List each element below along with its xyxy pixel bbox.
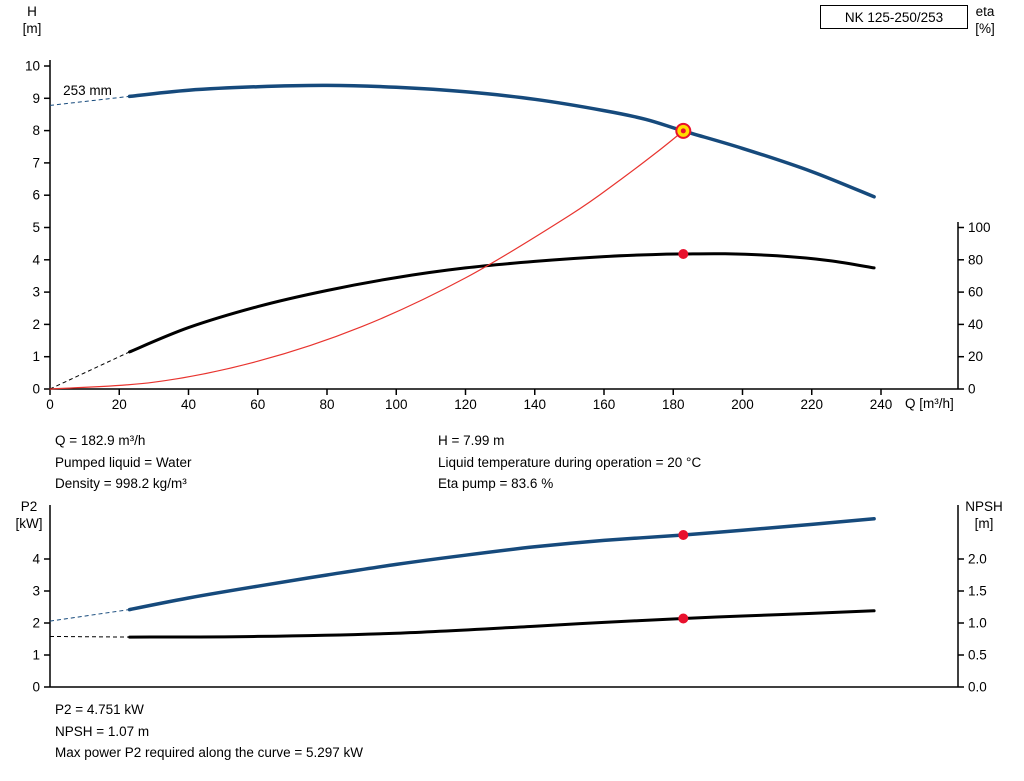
- left-tick-label: 5: [32, 220, 40, 235]
- left-tick-label: 0: [32, 382, 40, 397]
- power-results: P2 = 4.751 kW NPSH = 1.07 m Max power P2…: [55, 699, 363, 764]
- x-tick-label: 160: [593, 397, 616, 412]
- right-tick-label: 60: [968, 285, 983, 300]
- result-head: H = 7.99 m: [438, 433, 505, 448]
- head-253mm-dashed-lead: [49, 95, 130, 106]
- pump-type-box: NK 125-250/253: [820, 5, 968, 29]
- left-tick-label: 7: [32, 155, 40, 170]
- left-tick-label: 10: [25, 59, 40, 74]
- right-tick-label: 2.0: [968, 552, 987, 567]
- npsh-curve: [128, 609, 876, 639]
- x-tick-label: 200: [731, 397, 754, 412]
- q-axis-label: Q [m³/h]: [905, 396, 954, 411]
- eta-axis-label: eta: [975, 4, 995, 19]
- x-tick-label: 40: [181, 397, 196, 412]
- p2-axis-label: P2: [20, 499, 38, 514]
- result-flow: Q = 182.9 m³/h: [55, 433, 146, 448]
- left-tick-label: 2: [32, 616, 40, 631]
- right-tick-label: 1.5: [968, 584, 987, 599]
- right-tick-label: 100: [968, 220, 991, 235]
- right-tick-label: 80: [968, 252, 983, 267]
- duty-point-head-core[interactable]: [680, 128, 686, 134]
- result-pumped-liquid: Pumped liquid = Water: [55, 454, 192, 470]
- impeller-size-annotation: 253 mm: [63, 83, 112, 98]
- left-tick-label: 6: [32, 188, 40, 203]
- result-density: Density = 998.2 kg/m³: [55, 476, 187, 491]
- right-tick-label: 40: [968, 317, 983, 332]
- x-tick-label: 180: [662, 397, 685, 412]
- right-tick-label: 0.0: [968, 680, 987, 695]
- left-tick-label: 1: [32, 648, 40, 663]
- result-npsh: NPSH = 1.07 m: [55, 723, 150, 739]
- left-tick-label: 2: [32, 317, 40, 332]
- npsh-dashed-lead: [49, 635, 130, 638]
- p2-axis-unit: [kW]: [15, 516, 43, 531]
- eta-axis-unit: [%]: [975, 21, 995, 36]
- left-tick-label: 3: [32, 584, 40, 599]
- npsh-axis-label: NPSH: [965, 499, 1003, 514]
- left-tick-label: 1: [32, 349, 40, 364]
- left-tick-label: 3: [32, 285, 40, 300]
- duty-point-eta[interactable]: [678, 249, 689, 259]
- right-tick-label: 1.0: [968, 616, 987, 631]
- right-tick-label: 0.5: [968, 648, 987, 663]
- x-tick-label: 240: [870, 397, 893, 412]
- right-tick-label: 20: [968, 349, 983, 364]
- p2-dashed-lead: [49, 609, 130, 622]
- head-253mm-curve: [127, 83, 876, 199]
- npsh-axis-unit: [m]: [974, 516, 994, 531]
- efficiency-dashed-lead: [49, 351, 130, 390]
- left-tick-label: 4: [32, 252, 40, 267]
- x-tick-label: 0: [46, 397, 54, 412]
- duty-point-p2[interactable]: [678, 530, 689, 540]
- result-p2: P2 = 4.751 kW: [55, 702, 144, 717]
- left-tick-label: 0: [32, 680, 40, 695]
- p2-curve: [127, 516, 876, 612]
- left-tick-label: 8: [32, 123, 40, 138]
- left-tick-label: 4: [32, 552, 40, 567]
- x-tick-label: 120: [454, 397, 477, 412]
- result-max-power: Max power P2 required along the curve = …: [55, 745, 364, 760]
- x-tick-label: 60: [250, 397, 265, 412]
- left-tick-label: 9: [32, 91, 40, 106]
- system-curve-curve: [49, 130, 684, 390]
- h-axis-unit: [m]: [22, 21, 42, 36]
- x-tick-label: 80: [319, 397, 334, 412]
- h-axis-label: H: [27, 4, 37, 19]
- right-tick-label: 0: [968, 382, 976, 397]
- x-tick-label: 140: [523, 397, 546, 412]
- result-liquid-temperature: Liquid temperature during operation = 20…: [438, 454, 702, 470]
- duty-point-npsh[interactable]: [678, 613, 689, 624]
- x-tick-label: 220: [800, 397, 823, 412]
- x-tick-label: 20: [112, 397, 127, 412]
- duty-results-left: Q = 182.9 m³/h Pumped liquid = Water Den…: [55, 430, 191, 495]
- efficiency-curve: [128, 252, 876, 354]
- duty-results-right: H = 7.99 m Liquid temperature during ope…: [438, 430, 701, 495]
- x-tick-label: 100: [385, 397, 408, 412]
- result-eta-pump: Eta pump = 83.6 %: [438, 476, 554, 491]
